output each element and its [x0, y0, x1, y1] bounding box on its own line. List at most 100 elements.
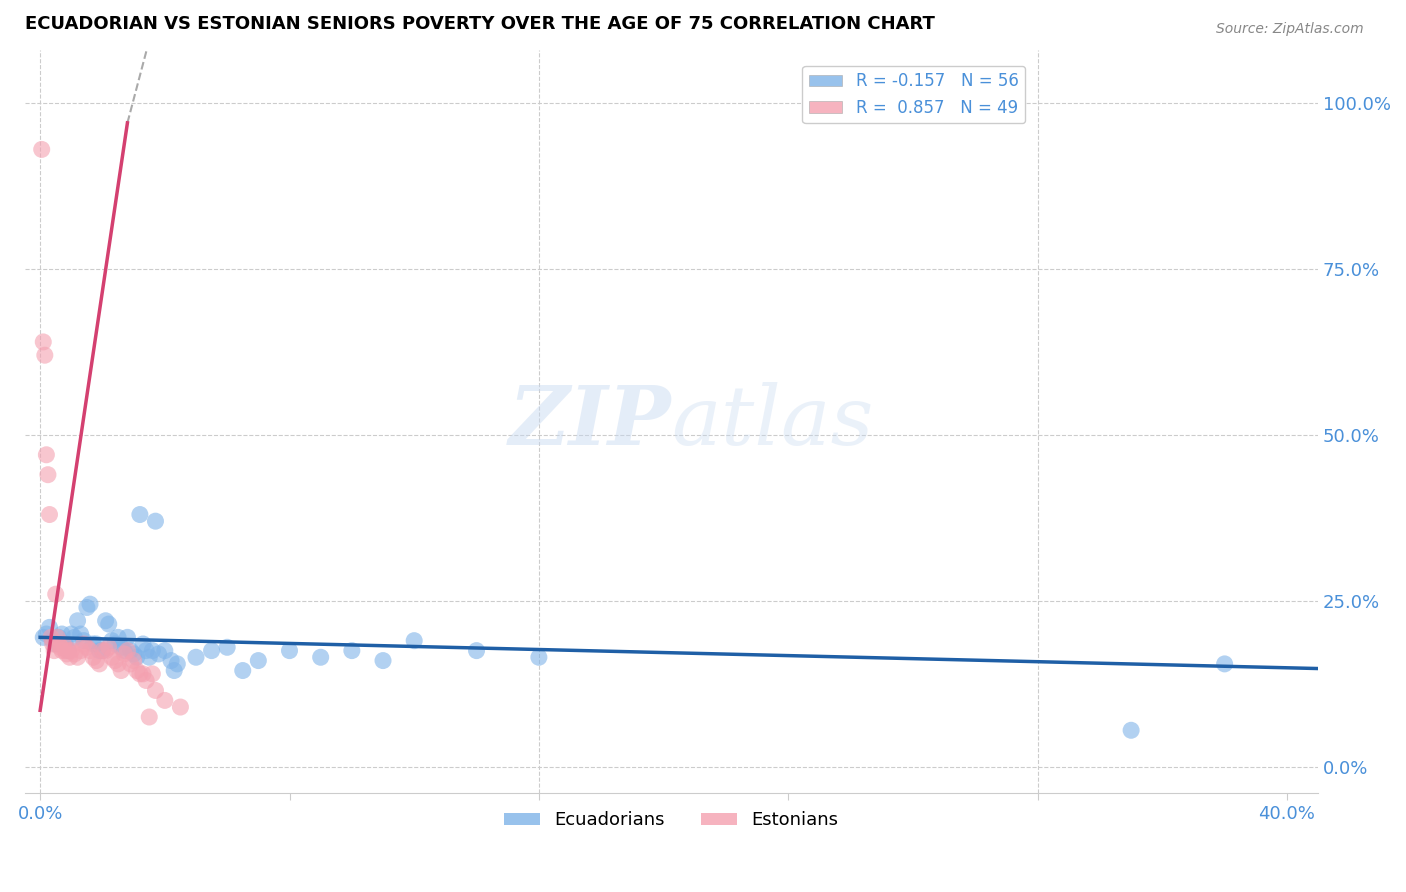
Point	[107, 631, 129, 645]
Point	[97, 617, 120, 632]
Point	[200, 643, 222, 657]
Point	[141, 666, 163, 681]
Point	[309, 650, 332, 665]
Point	[112, 647, 135, 661]
Point	[122, 647, 145, 661]
Point	[465, 643, 488, 657]
Point	[138, 710, 160, 724]
Text: ECUADORIAN VS ESTONIAN SENIORS POVERTY OVER THE AGE OF 75 CORRELATION CHART: ECUADORIAN VS ESTONIAN SENIORS POVERTY O…	[24, 15, 935, 33]
Point	[73, 637, 96, 651]
Point	[148, 647, 170, 661]
Point	[69, 643, 91, 657]
Point	[160, 654, 183, 668]
Point	[104, 654, 127, 668]
Point	[32, 334, 55, 349]
Point	[135, 673, 157, 688]
Point	[278, 643, 301, 657]
Point	[52, 637, 75, 651]
Point	[59, 650, 82, 665]
Point	[371, 654, 394, 668]
Point	[120, 657, 142, 671]
Point	[38, 508, 60, 522]
Point	[38, 620, 60, 634]
Point	[110, 664, 132, 678]
Point	[112, 643, 135, 657]
Point	[184, 650, 207, 665]
Point	[91, 643, 114, 657]
Point	[340, 643, 363, 657]
Point	[84, 637, 107, 651]
Point	[1119, 723, 1142, 738]
Point	[48, 631, 70, 645]
Point	[84, 654, 107, 668]
Point	[247, 654, 270, 668]
Point	[117, 631, 139, 645]
Point	[107, 657, 129, 671]
Point	[60, 627, 83, 641]
Point	[169, 700, 191, 714]
Point	[163, 664, 186, 678]
Point	[58, 643, 80, 657]
Point	[128, 508, 150, 522]
Point	[153, 693, 176, 707]
Point	[91, 643, 114, 657]
Point	[35, 448, 58, 462]
Point	[31, 143, 53, 157]
Point	[58, 643, 80, 657]
Point	[217, 640, 239, 655]
Point	[51, 643, 73, 657]
Point	[122, 654, 145, 668]
Point	[101, 650, 124, 665]
Point	[53, 637, 76, 651]
Text: atlas: atlas	[671, 382, 873, 461]
Point	[132, 666, 155, 681]
Point	[117, 643, 139, 657]
Point	[76, 640, 98, 655]
Point	[66, 614, 89, 628]
Point	[138, 650, 160, 665]
Text: ZIP: ZIP	[509, 382, 671, 461]
Point	[46, 631, 69, 645]
Point	[101, 633, 124, 648]
Point	[73, 633, 96, 648]
Point	[48, 637, 70, 651]
Point	[404, 633, 426, 648]
Point	[39, 631, 62, 645]
Point	[53, 643, 76, 657]
Point	[51, 627, 73, 641]
Point	[63, 647, 86, 661]
Point	[104, 637, 127, 651]
Point	[232, 664, 254, 678]
Point	[145, 683, 167, 698]
Point	[145, 514, 167, 528]
Point	[44, 643, 66, 657]
Point	[60, 643, 83, 657]
Point	[41, 633, 63, 648]
Point	[32, 631, 55, 645]
Point	[128, 666, 150, 681]
Point	[1213, 657, 1236, 671]
Point	[34, 348, 56, 362]
Point	[45, 587, 67, 601]
Legend: Ecuadorians, Estonians: Ecuadorians, Estonians	[496, 804, 846, 837]
Point	[89, 643, 111, 657]
Point	[55, 647, 77, 661]
Point	[120, 643, 142, 657]
Point	[141, 643, 163, 657]
Point	[63, 631, 86, 645]
Point	[49, 640, 72, 655]
Point	[94, 614, 117, 628]
Point	[76, 600, 98, 615]
Point	[82, 637, 104, 651]
Point	[135, 643, 157, 657]
Point	[132, 637, 155, 651]
Point	[89, 657, 111, 671]
Point	[35, 627, 58, 641]
Point	[66, 650, 89, 665]
Point	[125, 650, 148, 665]
Point	[82, 650, 104, 665]
Point	[41, 637, 63, 651]
Point	[79, 597, 101, 611]
Point	[153, 643, 176, 657]
Point	[94, 643, 117, 657]
